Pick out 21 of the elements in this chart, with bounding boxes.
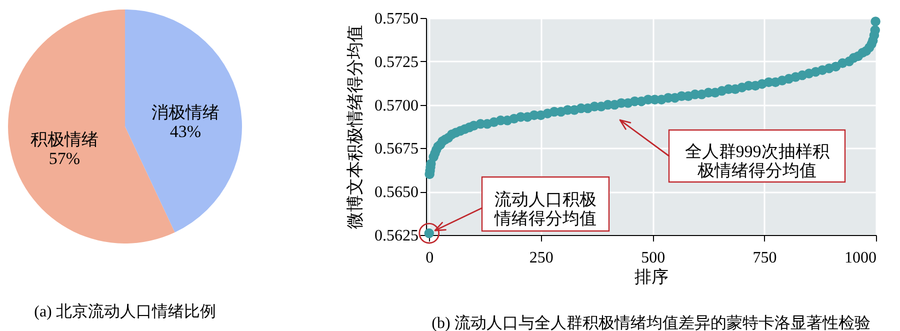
- y-tick-label: 0.5675: [374, 140, 418, 158]
- y-axis-title: 微博文本积极情绪得分均值: [346, 25, 364, 229]
- y-tick-label: 0.5650: [374, 184, 418, 202]
- x-tick-label: 750: [752, 250, 777, 266]
- y-tick-label: 0.5725: [374, 54, 418, 71]
- text: (a) 北京流动人口情绪比例: [34, 302, 216, 320]
- pie-slice: [125, 10, 242, 232]
- slice-label: 消极情绪: [152, 102, 220, 122]
- annotation: 流动人口积极情绪得分均值: [494, 190, 596, 228]
- x-tick-label: 0: [426, 250, 434, 266]
- x-tick-label: 500: [641, 250, 666, 266]
- annotation: 全人群999次抽样积极情绪得分均值: [684, 142, 830, 180]
- y-tick-label: 0.5700: [374, 97, 418, 114]
- y-tick-label: 0.5625: [374, 228, 418, 244]
- y-tick-label: 0.5750: [374, 10, 418, 28]
- slice-label: 积极情绪: [30, 130, 98, 150]
- data-label: 43%: [170, 122, 202, 141]
- data-label: 57%: [48, 149, 80, 168]
- x-axis-title: 排序: [634, 268, 668, 286]
- x-tick-label: 250: [529, 250, 554, 266]
- x-tick-label: 1000: [844, 250, 876, 266]
